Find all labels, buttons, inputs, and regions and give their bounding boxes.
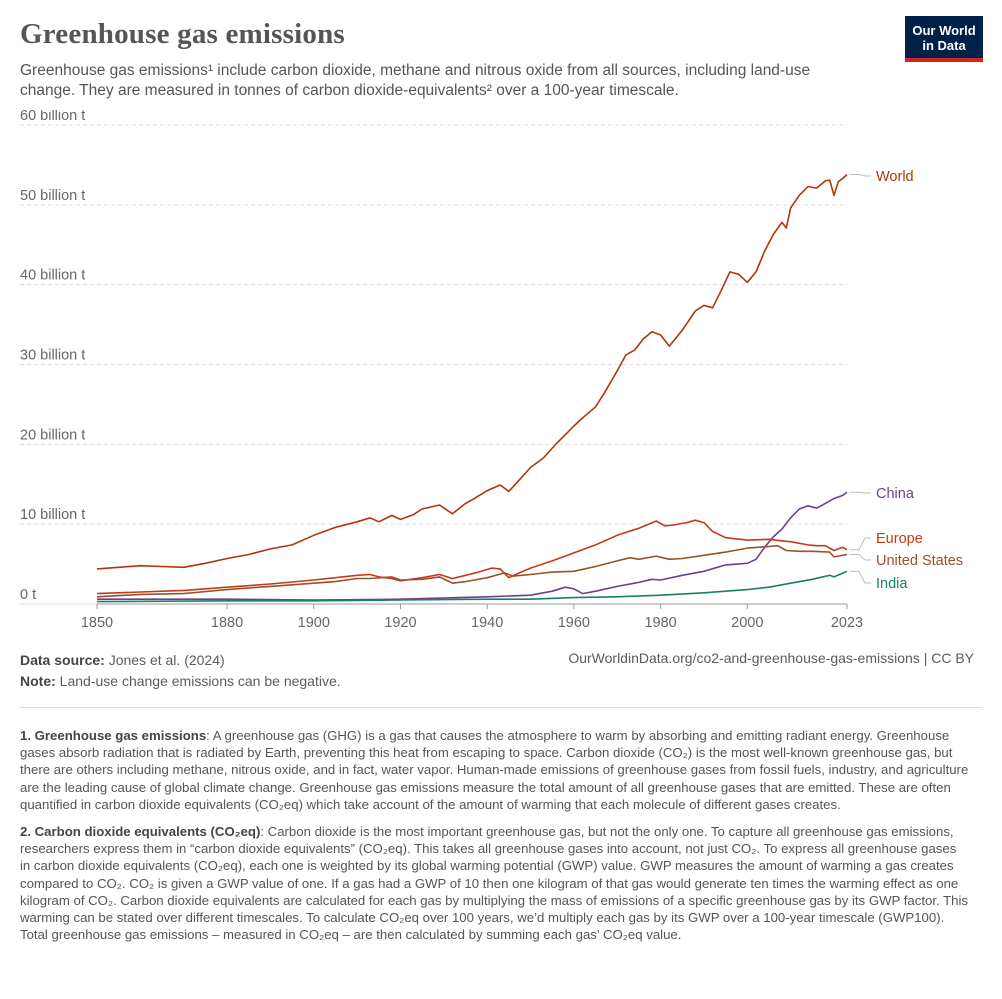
series-labels: World China Europe United States India [850,169,963,592]
x-tick-label: 2023 [831,615,863,631]
y-tick-label: 10 billion t [20,507,85,523]
owid-logo[interactable]: Our World in Data [905,16,983,62]
series-label-connector [850,554,871,561]
x-tick-label: 2000 [731,615,763,631]
x-tick-label: 1850 [81,615,113,631]
chart-title: Greenhouse gas emissions [20,18,345,50]
y-tick-label: 20 billion t [20,427,85,443]
series-line-china[interactable] [97,491,848,601]
x-tick-label: 1900 [298,615,330,631]
footnote-1-heading: 1. Greenhouse gas emissions [20,728,207,743]
series-lines [96,173,848,603]
footnote-2-heading: 2. Carbon dioxide equivalents (CO₂eq) [20,824,261,840]
logo-line-1: Our World [912,23,976,38]
source-block: Data source: Jones et al. (2024) Note: L… [20,650,341,692]
note-label: Note: [20,673,56,689]
grid-lines [20,124,847,605]
chart-subtitle: Greenhouse gas emissions¹ include carbon… [20,62,811,99]
x-tick-label: 1920 [384,615,416,631]
source-label: Data source: [20,652,105,668]
x-tick-label: 1960 [558,615,590,631]
y-axis-ticks: 0 t 10 billion t 20 billion t 30 billion t 4… [20,110,85,603]
series-label-connector [850,537,871,551]
series-line-world[interactable] [96,173,848,570]
footnotes: 1. Greenhouse gas emissions: A greenhous… [20,727,970,953]
series-label-connector [850,173,871,177]
y-tick-label: 50 billion t [20,188,85,204]
y-tick-label: 0 t [20,587,36,603]
footnote-1-text: : A greenhouse gas (GHG) is a gas that c… [20,728,969,812]
series-label-india[interactable]: India [876,576,908,592]
y-tick-label: 60 billion t [20,110,85,124]
series-line-united-states[interactable] [96,544,848,598]
x-axis-ticks: 1850 1880 1900 1920 1940 1960 1980 2000 2023 [81,603,863,631]
y-tick-label: 30 billion t [20,348,85,364]
footnote-2: 2. Carbon dioxide equivalents (CO₂eq): C… [20,823,970,943]
divider [20,707,982,708]
logo-line-2: in Data [922,38,966,53]
x-tick-label: 1980 [644,615,676,631]
footnote-2-text: : Carbon dioxide is the most important g… [20,824,968,943]
series-label-europe[interactable]: Europe [876,531,923,547]
series-line-europe[interactable] [96,519,848,595]
line-chart: 0 t 10 billion t 20 billion t 30 billion t 4… [20,110,963,631]
note-text: Land-use change emissions can be negativ… [55,673,341,689]
y-tick-label: 40 billion t [20,268,85,284]
series-label-connector [850,491,871,494]
series-label-world[interactable]: World [876,169,914,185]
x-tick-label: 1940 [471,615,503,631]
source-url-link[interactable]: OurWorldinData.org/co2-and-greenhouse-ga… [568,650,974,666]
series-line-india[interactable] [96,570,848,603]
series-label-connector [850,570,871,584]
series-label-china[interactable]: China [876,486,915,502]
series-label-united-states[interactable]: United States [876,553,963,569]
footnote-1: 1. Greenhouse gas emissions: A greenhous… [20,727,970,813]
source-text[interactable]: Jones et al. (2024) [104,652,225,668]
x-tick-label: 1880 [211,615,243,631]
